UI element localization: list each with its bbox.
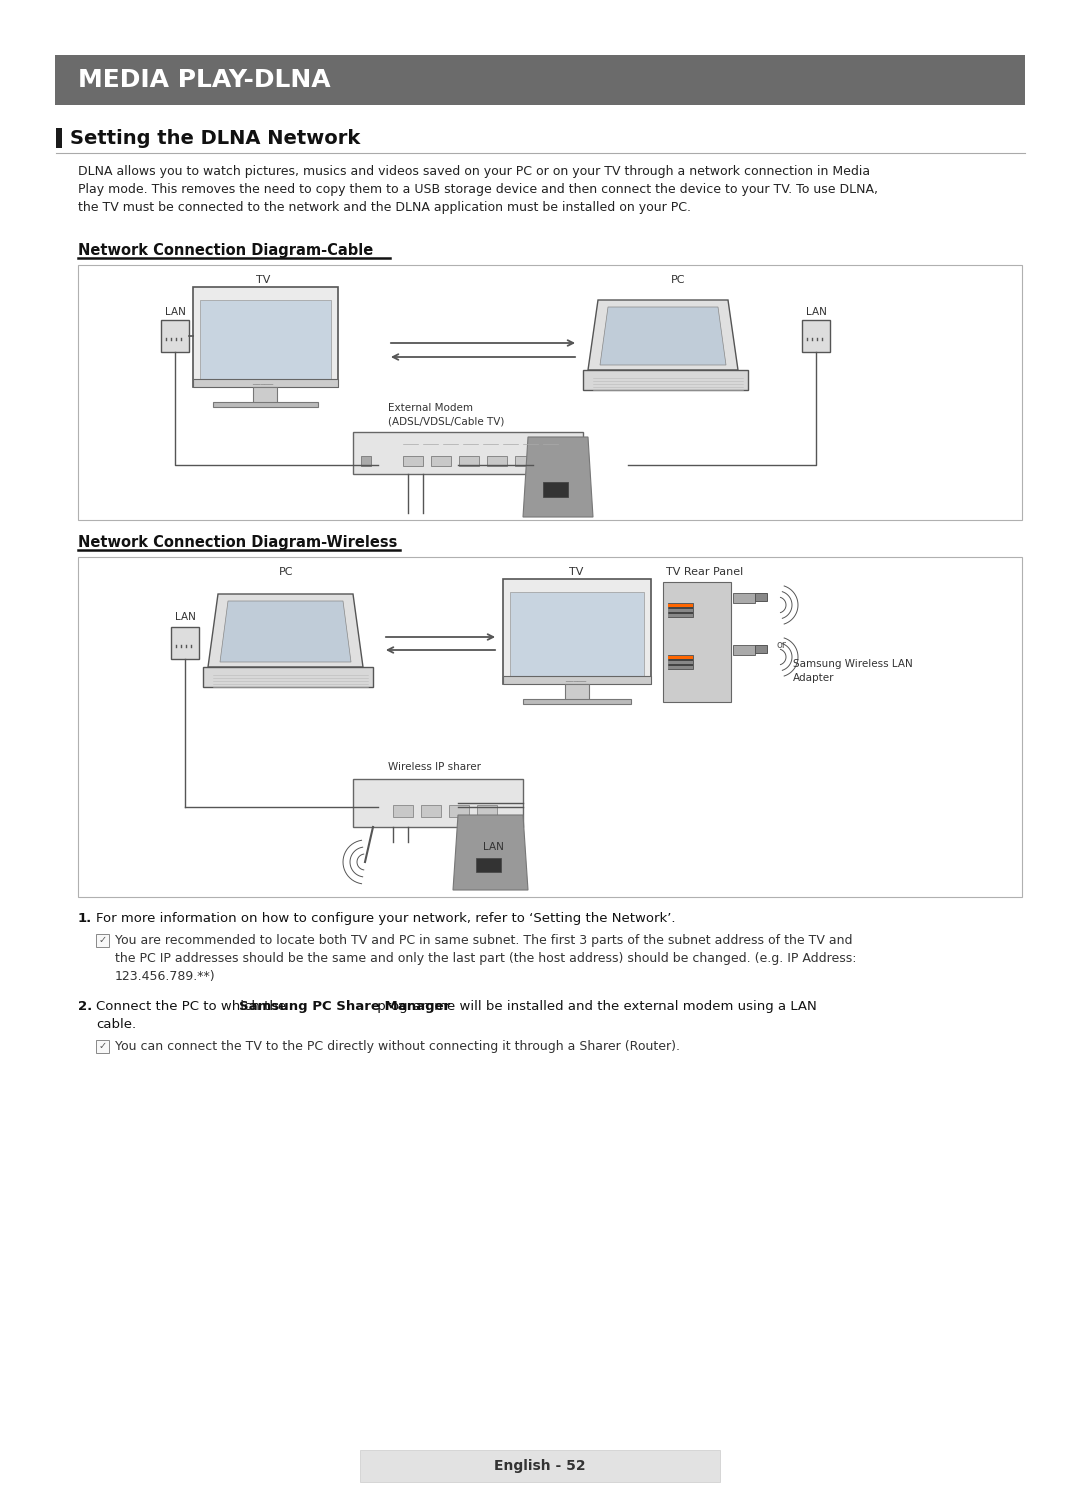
Bar — [353, 780, 523, 827]
Bar — [78, 265, 1022, 519]
Bar — [213, 402, 318, 408]
Text: LAN: LAN — [164, 307, 186, 317]
Text: ─────: ───── — [253, 382, 273, 388]
Bar — [421, 805, 441, 817]
Text: or: or — [777, 640, 786, 650]
Bar — [510, 592, 644, 677]
Text: ✓: ✓ — [98, 936, 107, 945]
Bar — [171, 626, 199, 659]
Polygon shape — [453, 815, 528, 890]
Bar — [515, 455, 535, 466]
Text: Connect the PC to which the: Connect the PC to which the — [96, 1000, 291, 1013]
Bar — [669, 655, 693, 670]
Text: LAN: LAN — [483, 842, 503, 853]
Text: Samsung PC Share Manager: Samsung PC Share Manager — [239, 1000, 450, 1013]
Text: TV: TV — [256, 275, 270, 286]
Polygon shape — [220, 601, 351, 662]
Bar — [55, 55, 1025, 106]
Bar — [193, 379, 338, 387]
Text: ✓: ✓ — [98, 1042, 107, 1052]
Text: PC: PC — [671, 275, 685, 286]
Polygon shape — [523, 437, 593, 516]
Bar — [459, 455, 480, 466]
Text: 1.: 1. — [78, 912, 92, 926]
Text: Adapter: Adapter — [793, 673, 835, 683]
Polygon shape — [208, 594, 363, 667]
Text: cable.: cable. — [96, 1018, 136, 1031]
Bar — [253, 387, 276, 405]
Text: English - 52: English - 52 — [495, 1460, 585, 1473]
Bar — [203, 667, 373, 687]
Text: (ADSL/VDSL/Cable TV): (ADSL/VDSL/Cable TV) — [388, 417, 504, 426]
Text: External Modem: External Modem — [388, 403, 473, 414]
Bar — [755, 644, 767, 653]
Text: Network Connection Diagram-Wireless: Network Connection Diagram-Wireless — [78, 536, 397, 551]
Text: Play mode. This removes the need to copy them to a USB storage device and then c: Play mode. This removes the need to copy… — [78, 183, 878, 196]
Text: LAN: LAN — [175, 612, 195, 622]
Bar — [669, 609, 693, 612]
Bar — [523, 699, 631, 704]
Bar — [733, 594, 755, 603]
Bar — [96, 1040, 109, 1054]
Bar — [476, 859, 501, 872]
Bar — [669, 615, 693, 618]
Bar — [403, 455, 423, 466]
Bar — [360, 1449, 720, 1482]
Text: MEDIA PLAY-DLNA: MEDIA PLAY-DLNA — [78, 68, 330, 92]
Bar — [669, 667, 693, 670]
Bar — [503, 676, 651, 684]
Polygon shape — [588, 301, 738, 371]
Text: Wireless IP sharer: Wireless IP sharer — [388, 762, 481, 772]
Bar — [503, 579, 651, 684]
Text: Network Connection Diagram-Cable: Network Connection Diagram-Cable — [78, 243, 374, 257]
Bar — [733, 644, 755, 655]
Bar — [361, 455, 372, 466]
Bar — [669, 661, 693, 664]
Bar — [161, 320, 189, 353]
Text: TV: TV — [569, 567, 583, 577]
Bar — [565, 684, 589, 702]
Text: For more information on how to configure your network, refer to ‘Setting the Net: For more information on how to configure… — [96, 912, 675, 926]
Bar — [193, 287, 338, 387]
Bar — [431, 455, 451, 466]
Polygon shape — [600, 307, 726, 365]
Text: Setting the DLNA Network: Setting the DLNA Network — [70, 128, 361, 147]
Text: Samsung Wireless LAN: Samsung Wireless LAN — [793, 659, 913, 670]
Bar — [663, 582, 731, 702]
Text: TV Rear Panel: TV Rear Panel — [666, 567, 743, 577]
Bar — [583, 371, 748, 390]
Text: 2.: 2. — [78, 1000, 92, 1013]
Bar — [669, 604, 693, 607]
Bar — [543, 482, 568, 497]
Bar — [802, 320, 831, 353]
Text: You are recommended to locate both TV and PC in same subnet. The first 3 parts o: You are recommended to locate both TV an… — [114, 934, 856, 984]
Bar — [96, 934, 109, 946]
Bar — [200, 301, 330, 379]
Text: LAN: LAN — [806, 307, 826, 317]
Bar — [755, 594, 767, 601]
Text: ─────: ───── — [565, 679, 586, 684]
Text: DLNA allows you to watch pictures, musics and videos saved on your PC or on your: DLNA allows you to watch pictures, music… — [78, 165, 870, 179]
Bar — [669, 603, 693, 618]
Text: the TV must be connected to the network and the DLNA application must be install: the TV must be connected to the network … — [78, 201, 691, 214]
Bar — [669, 656, 693, 659]
Text: You can connect the TV to the PC directly without connecting it through a Sharer: You can connect the TV to the PC directl… — [114, 1040, 680, 1054]
Bar — [477, 805, 497, 817]
Bar — [393, 805, 413, 817]
Bar — [449, 805, 469, 817]
Bar — [78, 557, 1022, 897]
Bar — [487, 455, 507, 466]
Bar — [353, 432, 583, 475]
Text: PC: PC — [279, 567, 294, 577]
Text: programme will be installed and the external modem using a LAN: programme will be installed and the exte… — [374, 1000, 816, 1013]
Bar — [56, 128, 62, 147]
